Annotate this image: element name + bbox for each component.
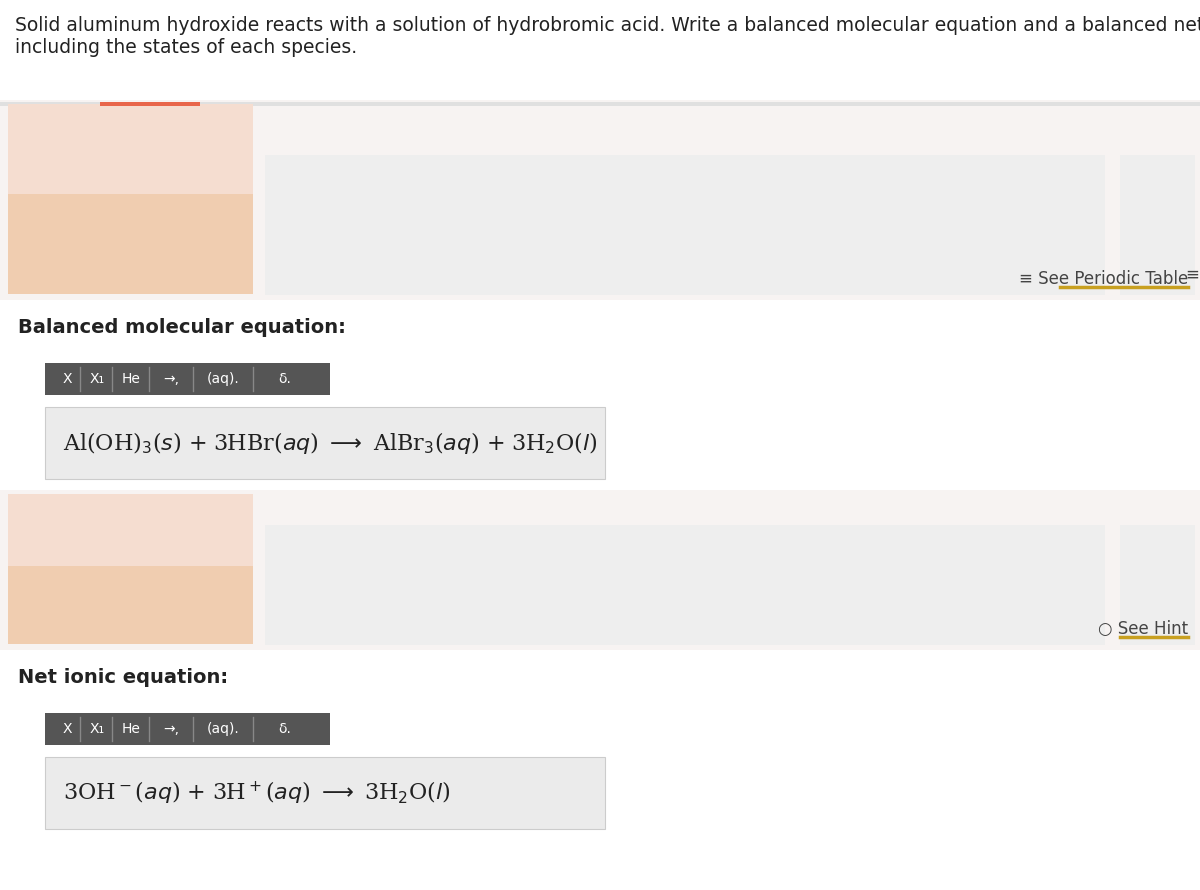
Bar: [0, 100, 1200, 300]
Text: including the states of each species.: including the states of each species.: [14, 38, 358, 57]
Bar: [8, 566, 253, 644]
Text: X₁: X₁: [90, 372, 104, 386]
Bar: [265, 155, 1105, 295]
Text: →,: →,: [163, 722, 179, 736]
Bar: [1120, 525, 1195, 645]
Text: Solid aluminum hydroxide reacts with a solution of hydrobromic acid. Write a bal: Solid aluminum hydroxide reacts with a s…: [14, 16, 1200, 35]
Bar: [8, 494, 253, 566]
Text: X₁: X₁: [90, 722, 104, 736]
Text: →,: →,: [163, 372, 179, 386]
Text: ≡ See Periodic Table: ≡ See Periodic Table: [1019, 270, 1188, 288]
Bar: [46, 757, 605, 829]
Bar: [46, 407, 605, 479]
Bar: [8, 194, 253, 294]
Text: Net ionic equation:: Net ionic equation:: [18, 668, 228, 687]
Text: Al(OH)$_3$($s$) + 3HBr($aq$) $\longrightarrow$ AlBr$_3$($aq$) + 3H$_2$O($l$): Al(OH)$_3$($s$) + 3HBr($aq$) $\longright…: [64, 430, 598, 456]
Text: (aq).: (aq).: [206, 722, 239, 736]
Bar: [46, 713, 330, 745]
Bar: [1120, 155, 1195, 295]
Bar: [46, 363, 330, 395]
Text: See Periodic Table: See Periodic Table: [1195, 266, 1200, 284]
Text: Balanced molecular equation:: Balanced molecular equation:: [18, 318, 346, 337]
Text: X: X: [62, 722, 72, 736]
Text: X: X: [62, 372, 72, 386]
Bar: [8, 104, 253, 194]
Text: ≡: ≡: [1186, 266, 1199, 284]
Bar: [265, 525, 1105, 645]
Bar: [0, 490, 1200, 650]
Text: ○ See Hint: ○ See Hint: [1098, 620, 1188, 638]
Text: δ.: δ.: [278, 722, 292, 736]
Text: He: He: [121, 372, 140, 386]
Bar: [100, 102, 200, 106]
Text: (aq).: (aq).: [206, 372, 239, 386]
Text: He: He: [121, 722, 140, 736]
Text: 3OH$^-$($aq$) + 3H$^+$($aq$) $\longrightarrow$ 3H$_2$O($l$): 3OH$^-$($aq$) + 3H$^+$($aq$) $\longright…: [64, 780, 450, 806]
Bar: [0, 102, 1200, 106]
Text: δ.: δ.: [278, 372, 292, 386]
